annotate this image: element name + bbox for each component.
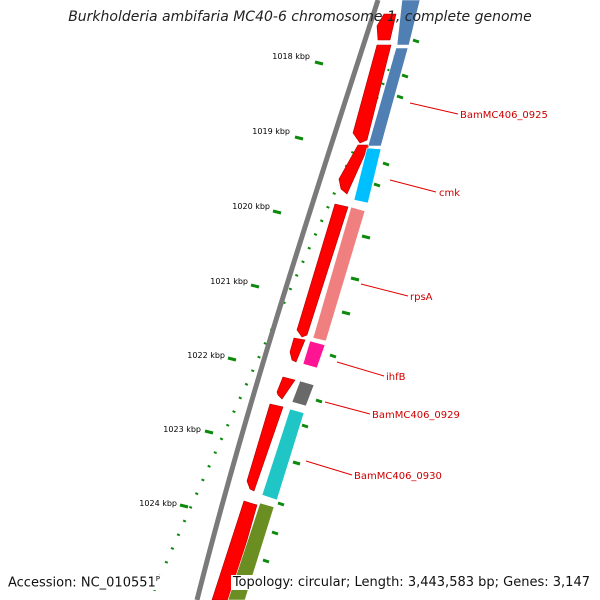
gene-label[interactable]: BamMC406_0925 [460,110,548,121]
scale-tick [294,135,304,141]
inner-tick [277,501,285,507]
gene-labels: BamMC406_0925 cmk rpsA ihfB BamMC406_092… [354,110,548,482]
scale-tick [227,356,237,362]
cds-arrow [352,44,392,144]
leader-line [409,102,459,115]
inner-tick [262,558,270,564]
cds-arrow [296,203,349,338]
inner-tick [292,460,301,466]
scale-label: 1018 kbp [272,52,310,61]
scale-tick [179,503,189,509]
gene-label[interactable]: BamMC406_0930 [354,471,442,482]
gene-box-steel-blue [367,47,409,147]
gene-box-turquoise [261,408,305,501]
cds-arrow [338,144,370,195]
cds-arrow [246,403,284,492]
genome-stats: Topology: circular; Length: 3,443,583 bp… [230,575,592,590]
leader-line [360,283,409,297]
accession-value: NC_010551 [80,575,156,591]
length-value: 3,443,583 bp [407,575,495,590]
gene-box-magenta [302,340,326,369]
accession-superscript: P [155,575,161,583]
scale-label: 1019 kbp [252,127,290,136]
gene-box-steel-blue [396,0,421,46]
scale-tick [204,429,214,435]
inner-tick [350,276,360,282]
gene-box-deep-sky-blue [353,147,382,204]
cds-arrow [211,500,258,600]
scale-label: 1023 kbp [163,425,201,434]
gene-boxes [227,0,421,600]
inner-tick [341,310,351,316]
leader-line [305,460,353,476]
inner-tick [329,353,337,359]
inner-tick [315,398,323,404]
inner-tick [401,73,409,79]
inner-tick [412,38,420,44]
scale-tick [272,209,282,215]
scale-label: 1022 kbp [187,351,225,360]
leader-line [324,401,371,415]
cds-arrows [211,13,397,600]
scale-label: 1020 kbp [232,202,270,211]
cds-arrow [276,376,296,400]
scale-labels: 1018 kbp 1019 kbp 1020 kbp 1021 kbp 1022… [139,52,310,508]
leader-line [389,179,437,193]
gene-box-light-coral [312,206,366,342]
inner-tick [396,94,404,100]
scale-tick [314,60,324,66]
length-label: Length: [354,575,404,590]
gene-label[interactable]: ihfB [386,372,406,383]
scale-tick [250,283,260,289]
gene-label[interactable]: BamMC406_0929 [372,410,460,421]
topology-label: Topology: [232,575,294,590]
accession-label: Accession: [8,575,77,591]
scale-label: 1024 kbp [139,499,177,508]
genes-label: Genes: [503,575,549,590]
gene-box-dim-gray [291,380,315,407]
accession-info: Accession: NC_010551P [6,575,163,591]
gene-label[interactable]: rpsA [410,292,433,303]
genome-backbone [194,0,381,600]
genes-value: 3,147 [552,575,590,590]
leader-line [336,361,385,377]
inner-tick [361,234,371,240]
topology-value: circular [297,575,346,590]
inner-tick [373,182,381,188]
inner-tick [271,530,279,536]
scale-ticks [179,60,324,509]
gene-label[interactable]: cmk [439,188,460,199]
cds-arrow [289,337,306,363]
inner-ticks [254,38,420,588]
scale-label: 1021 kbp [210,277,248,286]
cds-arrow [376,13,397,41]
gene-label-leaders [305,102,459,476]
inner-tick [301,423,309,429]
map-title: Burkholderia ambifaria MC40-6 chromosome… [68,9,532,25]
inner-tick [382,161,390,167]
